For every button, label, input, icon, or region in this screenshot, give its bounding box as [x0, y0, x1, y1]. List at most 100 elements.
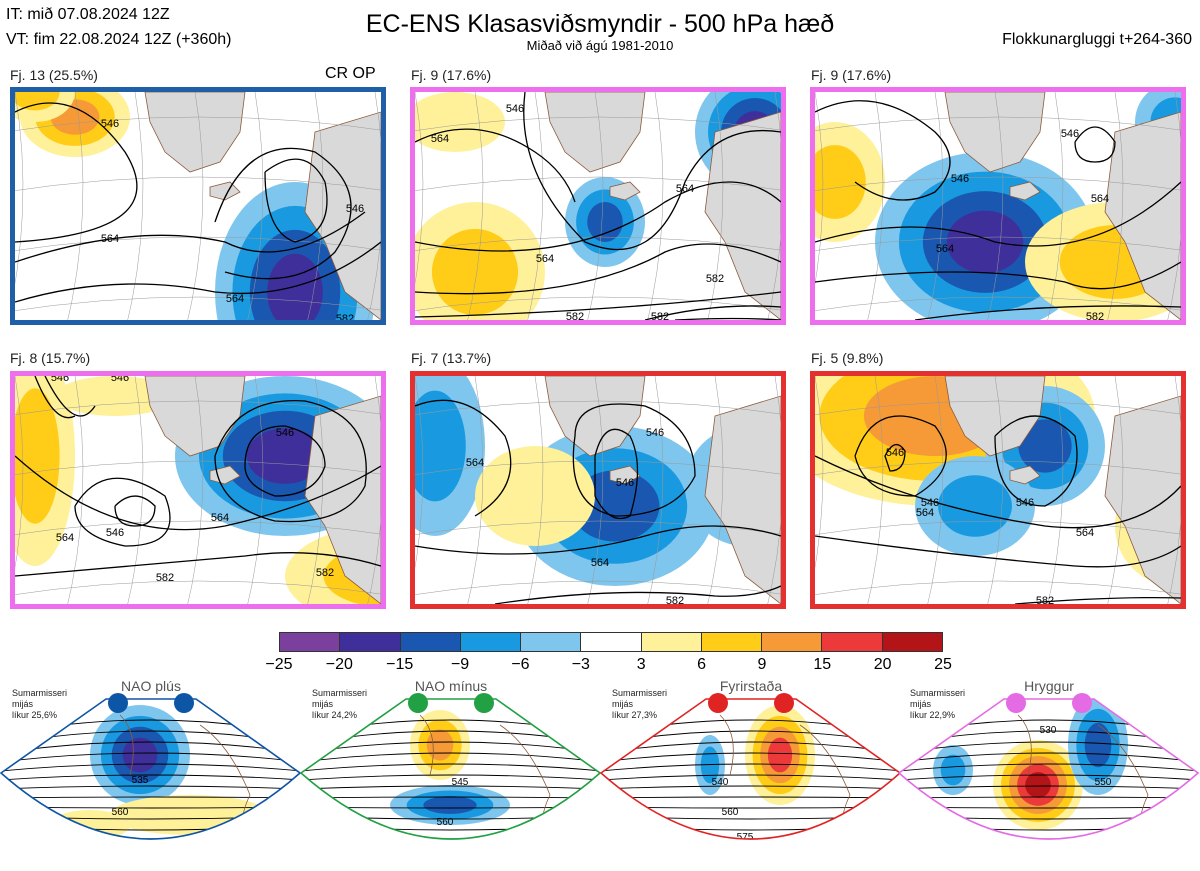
cluster-map-4: 546 546 564 564 582 582 546 546 — [15, 376, 381, 604]
graticule-line — [247, 92, 264, 320]
height-contour — [601, 752, 900, 763]
anomaly-blob — [946, 210, 1024, 274]
height-contour — [264, 158, 328, 243]
regime-marker — [108, 693, 128, 713]
graticule-line — [415, 116, 781, 131]
colorbar-tick: −9 — [450, 656, 470, 673]
colorbar-tick: −15 — [386, 656, 414, 673]
graticule-line — [1167, 92, 1181, 320]
coastline — [199, 724, 261, 839]
height-contour — [301, 796, 600, 799]
graticule-line — [647, 376, 664, 604]
page-subtitle: Miðað við ágú 1981-2010 — [526, 38, 674, 53]
contour-label: 564 — [226, 293, 244, 305]
land-mass — [144, 92, 246, 173]
sector-outline — [300, 698, 602, 840]
height-contour — [523, 92, 781, 251]
contour-label: 564 — [56, 532, 74, 544]
graticule-line — [15, 296, 381, 311]
height-contour — [15, 102, 138, 243]
anomaly-blob — [15, 388, 60, 524]
contour-label: 546 — [346, 203, 364, 215]
colorbar-tick: 3 — [636, 656, 646, 673]
land-mass — [704, 111, 781, 320]
contour-label: 546 — [1016, 497, 1034, 509]
graticule-line — [15, 580, 381, 595]
regime-marker — [774, 693, 794, 713]
regime-name: NAO plús — [121, 678, 181, 694]
graticule-line — [927, 376, 944, 604]
graticule-line — [1167, 376, 1181, 604]
graticule-line — [15, 92, 24, 286]
contour-label: 530 — [1040, 725, 1057, 736]
cluster-map-5: 564 546 546 564 582 — [415, 376, 781, 604]
sector-outline — [600, 698, 902, 840]
regime-info: Sumarmisseri mijás líkur 27,3% — [612, 688, 667, 721]
land-mass — [944, 376, 1046, 457]
regime-info: Sumarmisseri mijás líkur 24,2% — [312, 688, 367, 721]
contour-label: 560 — [112, 807, 129, 818]
contour-label: 564 — [536, 253, 554, 265]
height-contour — [494, 585, 781, 604]
contour-label: 540 — [712, 777, 729, 788]
height-contour — [44, 376, 96, 417]
contour-label: 546 — [921, 497, 939, 509]
regime-marker — [708, 693, 728, 713]
graticule-line — [415, 176, 781, 191]
height-contour — [74, 477, 171, 547]
graticule-line — [187, 376, 204, 604]
land-mass — [209, 465, 241, 485]
anomaly-blob — [415, 92, 505, 152]
issue-time: IT: mið 07.08.2024 12Z — [6, 6, 170, 23]
contour-label: 582 — [1086, 311, 1104, 320]
land-mass — [144, 376, 246, 457]
cluster-panel-2: 564 546 564 564 582 582 582 — [410, 87, 786, 325]
graticule-line — [767, 376, 781, 604]
graticule-line — [815, 520, 1181, 535]
height-contour — [15, 455, 381, 531]
page-title: EC-ENS Klasasviðsmyndir - 500 hPa hæð — [365, 10, 835, 38]
cluster-panel-3: 546 546 564 564 582 — [810, 87, 1186, 325]
colorbar-bin — [762, 633, 823, 651]
anomaly-blob — [938, 475, 1012, 537]
height-contour — [214, 399, 367, 523]
contour-label: 546 — [101, 118, 119, 130]
graticule-line — [815, 92, 824, 286]
map-layer: 564 546 546 564 582 — [415, 376, 781, 604]
height-contour — [1, 763, 300, 772]
height-contour — [1, 741, 300, 754]
colorbar-tick: 15 — [813, 656, 832, 673]
regime-marker — [1006, 693, 1026, 713]
colorbar — [279, 632, 943, 652]
land-mass — [1009, 181, 1041, 201]
regime-info-line: mijás — [910, 699, 932, 709]
height-contour — [899, 763, 1198, 772]
graticule-line — [415, 236, 781, 251]
contour-label: 564 — [1076, 527, 1094, 539]
graticule-line — [815, 176, 1181, 191]
graticule-line — [415, 460, 781, 475]
graticule-line — [15, 116, 381, 131]
contour-label: 582 — [566, 311, 584, 320]
land-mass — [609, 181, 641, 201]
graticule-line — [815, 236, 1181, 251]
contour-label: 575 — [1090, 837, 1107, 848]
height-contour — [1, 752, 300, 763]
height-contour — [1074, 126, 1116, 163]
graticule-line — [815, 116, 1181, 131]
contour-label: 546 — [886, 447, 904, 459]
anomaly-blob — [426, 729, 454, 761]
height-contour — [601, 785, 900, 790]
contour-label: 582 — [651, 311, 669, 320]
height-contour — [899, 752, 1198, 763]
anomaly-blob — [431, 228, 519, 316]
anomaly-blob — [415, 390, 466, 502]
regime-info-line: Sumarmisseri — [910, 688, 966, 698]
contour-label: 546 — [276, 427, 294, 439]
colorbar-bin — [460, 633, 522, 651]
classification-window: Flokkunargluggi t+264-360 — [1002, 31, 1192, 48]
anomaly-blob — [767, 737, 793, 773]
map-layer: 564 546 564 564 582 582 582 — [415, 92, 781, 320]
height-contour — [914, 305, 1181, 320]
